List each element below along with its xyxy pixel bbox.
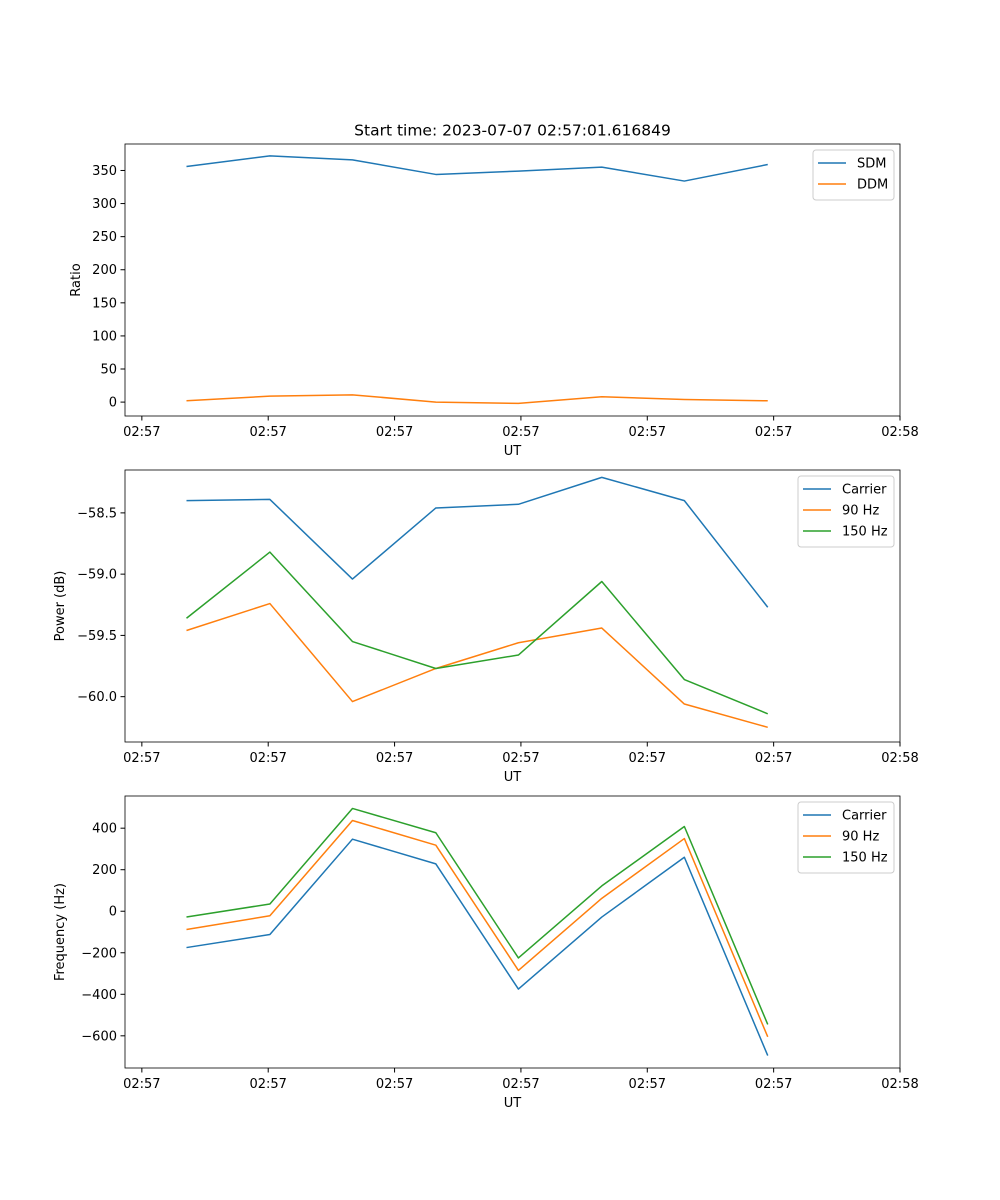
- x-tick-label: 02:57: [502, 425, 539, 440]
- series-line-carrier: [186, 838, 769, 1056]
- figure-title: Start time: 2023-07-07 02:57:01.616849: [354, 122, 671, 140]
- panel-power: 02:57 02:57 02:57 02:57 02:57 02:57 02:58 −60.0…: [53, 469, 919, 785]
- x-tick-label: 02:58: [881, 751, 918, 766]
- x-tick-label: 02:57: [123, 425, 160, 440]
- y-tick-label: 300: [92, 197, 117, 212]
- legend-label: Carrier: [842, 483, 887, 498]
- x-tick-label: 02:57: [755, 425, 792, 440]
- series-line-150-hz: [186, 807, 769, 1025]
- series-line-sdm: [186, 155, 768, 182]
- legend-label: SDM: [857, 157, 886, 172]
- x-tick-label: 02:57: [376, 751, 413, 766]
- y-tick-label: −600: [81, 1029, 117, 1044]
- y-tick-label: 200: [92, 263, 117, 278]
- legend-label: Carrier: [842, 809, 887, 824]
- y-axis-label: Frequency (Hz): [53, 883, 68, 981]
- panel-ratio: 02:57 02:57 02:57 02:57 02:57 02:57 02:58 0 50 10…: [69, 143, 919, 459]
- x-tick-label: 02:57: [629, 751, 666, 766]
- y-axis-label: Ratio: [69, 263, 84, 296]
- x-tick-label: 02:57: [629, 425, 666, 440]
- axes-frame: [124, 795, 901, 1069]
- y-tick-label: −59.0: [77, 568, 117, 583]
- x-tick-label: 02:57: [376, 425, 413, 440]
- x-tick-label: 02:58: [881, 425, 918, 440]
- chart-panels: 02:57 02:57 02:57 02:57 02:57 02:57 02:58 0 50 10…: [53, 143, 919, 1111]
- y-tick-label: 0: [109, 905, 117, 920]
- y-tick-label: −59.5: [77, 629, 117, 644]
- x-tick-label: 02:57: [755, 751, 792, 766]
- x-tick-label: 02:57: [123, 751, 160, 766]
- x-tick-label: 02:57: [123, 1077, 160, 1092]
- y-tick-label: 350: [92, 164, 117, 179]
- y-axis-label: Power (dB): [53, 571, 68, 642]
- x-tick-label: 02:57: [249, 425, 286, 440]
- y-tick-label: −58.5: [77, 506, 117, 521]
- y-tick-label: −400: [81, 988, 117, 1003]
- legend-label: 150 Hz: [842, 525, 888, 540]
- y-tick-label: 50: [100, 363, 117, 378]
- legend: SDM DDM: [812, 149, 895, 201]
- y-tick-label: 150: [92, 296, 117, 311]
- series-line-90-hz: [186, 819, 769, 1038]
- series-line-90-hz: [186, 602, 768, 729]
- y-tick-label: −200: [81, 946, 117, 961]
- legend-box: [797, 475, 895, 548]
- x-tick-label: 02:57: [502, 751, 539, 766]
- x-tick-label: 02:57: [755, 1077, 792, 1092]
- x-tick-label: 02:57: [502, 1077, 539, 1092]
- y-tick-label: 200: [92, 863, 117, 878]
- y-tick-label: −60.0: [77, 690, 117, 705]
- x-axis-label: UT: [504, 770, 522, 785]
- axes-frame: [124, 143, 901, 417]
- series-line-carrier: [186, 476, 769, 608]
- y-tick-label: 250: [92, 230, 117, 245]
- legend-label: 90 Hz: [842, 504, 879, 519]
- legend-box: [797, 801, 895, 874]
- series-line-ddm: [186, 394, 768, 405]
- y-tick-label: 100: [92, 329, 117, 344]
- series-line-150-hz: [186, 551, 769, 715]
- legend-label: 90 Hz: [842, 830, 879, 845]
- y-tick-label: 0: [109, 396, 117, 411]
- legend: Carrier 90 Hz 150 Hz: [797, 475, 895, 548]
- legend-label: DDM: [857, 178, 888, 193]
- axes-frame: [124, 469, 901, 743]
- panel-frequency: 02:57 02:57 02:57 02:57 02:57 02:57 02:58 −600 −…: [53, 795, 919, 1111]
- x-tick-label: 02:57: [629, 1077, 666, 1092]
- x-tick-label: 02:57: [376, 1077, 413, 1092]
- x-tick-label: 02:57: [249, 751, 286, 766]
- x-tick-label: 02:57: [249, 1077, 286, 1092]
- x-axis-label: UT: [504, 444, 522, 459]
- y-tick-label: 400: [92, 822, 117, 837]
- legend: Carrier 90 Hz 150 Hz: [797, 801, 895, 874]
- x-axis-label: UT: [504, 1096, 522, 1111]
- legend-label: 150 Hz: [842, 851, 888, 866]
- x-tick-label: 02:58: [881, 1077, 918, 1092]
